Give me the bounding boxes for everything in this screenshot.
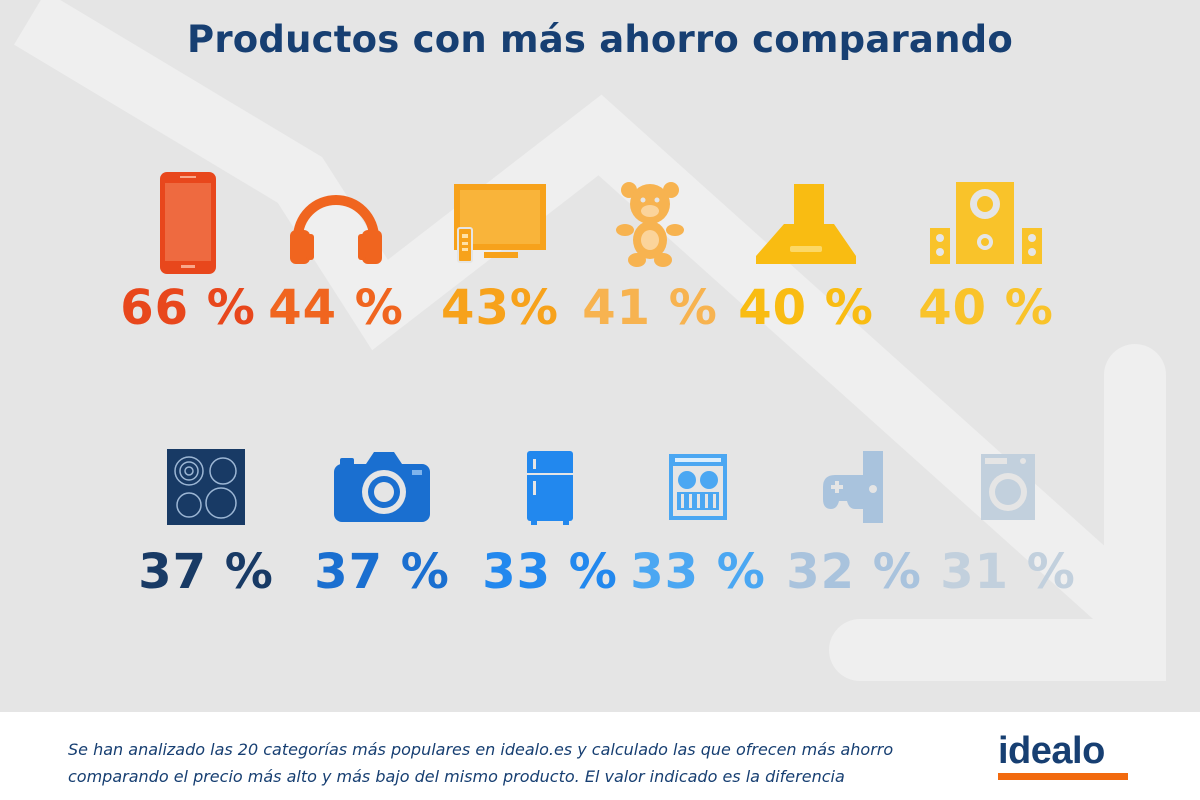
speakers-icon <box>930 182 1042 264</box>
page-title: Productos con más ahorro comparando <box>187 18 1013 61</box>
logo-text: idealo <box>998 730 1105 772</box>
percentage-cooktop: 37 % <box>138 544 274 600</box>
smartphone-icon <box>160 172 216 274</box>
percentage-tv: 43% <box>441 280 559 336</box>
item-gamepad: 32 % <box>774 432 934 596</box>
washing-machine-icon <box>981 454 1035 520</box>
percentage-toy: 41 % <box>582 280 718 336</box>
percentage-washer: 31 % <box>940 544 1076 600</box>
tv-icon <box>454 184 546 263</box>
item-toy: 41 % <box>570 168 730 332</box>
item-cooktop: 37 % <box>126 432 286 596</box>
gamepad-icon <box>823 451 883 523</box>
methodology-note: Se han analizado las 20 categorías más p… <box>68 736 928 790</box>
logo-underline <box>998 773 1128 780</box>
item-speakers: 40 % <box>906 168 1066 332</box>
item-fridge: 33 % <box>470 432 630 596</box>
dishwasher-icon <box>669 454 727 520</box>
camera-icon <box>334 452 430 522</box>
percentage-smartphone: 66 % <box>120 280 256 336</box>
percentage-fridge: 33 % <box>482 544 618 600</box>
footer: Se han analizado las 20 categorías más p… <box>0 712 1200 800</box>
infographic-area: Productos con más ahorro comparando 66 %… <box>0 0 1200 712</box>
item-dishwasher: 33 % <box>618 432 778 596</box>
item-smartphone: 66 % <box>108 168 268 332</box>
methodology-note-line-2: comparando el precio más alto y más bajo… <box>68 767 845 786</box>
percentage-camera: 37 % <box>314 544 450 600</box>
percentage-speakers: 40 % <box>918 280 1054 336</box>
item-tv: 43% <box>420 168 580 332</box>
item-washer: 31 % <box>928 432 1088 596</box>
cooktop-icon <box>167 449 245 525</box>
methodology-note-line-1: Se han analizado las 20 categorías más p… <box>68 740 894 759</box>
background-trend-arrow <box>0 0 1200 712</box>
headphones-icon <box>290 195 382 264</box>
idealo-logo: idealo <box>998 732 1130 780</box>
item-hood: 40 % <box>726 168 886 332</box>
extractor-hood-icon <box>756 184 856 264</box>
percentage-gamepad: 32 % <box>786 544 922 600</box>
teddy-bear-icon <box>616 182 684 267</box>
percentage-hood: 40 % <box>738 280 874 336</box>
fridge-icon <box>527 451 573 525</box>
percentage-headphones: 44 % <box>268 280 404 336</box>
percentage-dishwasher: 33 % <box>630 544 766 600</box>
item-headphones: 44 % <box>256 168 416 332</box>
item-camera: 37 % <box>302 432 462 596</box>
